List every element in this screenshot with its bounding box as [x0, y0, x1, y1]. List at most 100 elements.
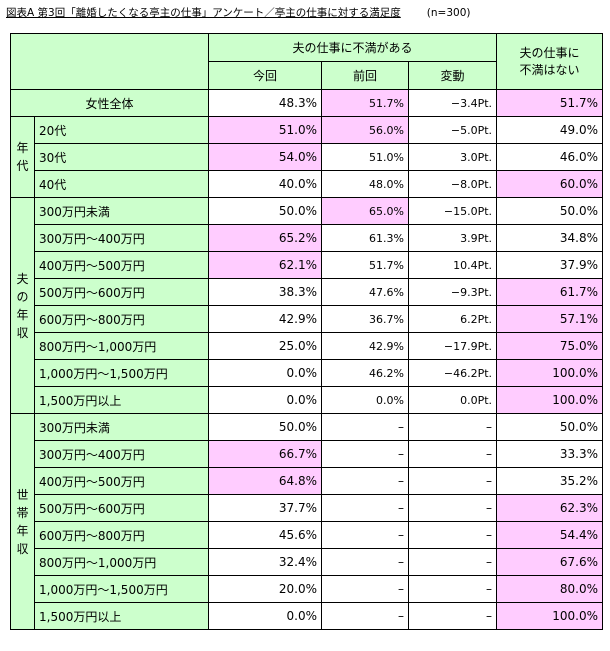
header-prev: 前回	[321, 61, 409, 90]
table-row: 500万円～600万円 38.3% 47.6% −9.3Pt. 61.7%	[11, 278, 604, 306]
sample-size: (n=300)	[426, 7, 471, 19]
table-row: 30代 54.0% 51.0% 3.0Pt. 46.0%	[11, 143, 604, 171]
value-prev: –	[321, 494, 409, 522]
value-prev: 51.0%	[321, 143, 409, 171]
value-change: –	[407, 467, 498, 495]
table-row: 800万円～1,000万円 25.0% 42.9% −17.9Pt. 75.0%	[11, 332, 604, 360]
value-change: 6.2Pt.	[407, 305, 498, 333]
value-prev: 47.6%	[321, 278, 409, 306]
value-change: −17.9Pt.	[407, 332, 498, 360]
value-now: 66.7%	[208, 440, 322, 468]
value-prev: 0.0%	[321, 386, 409, 414]
row-label: 800万円～1,000万円	[34, 332, 209, 360]
value-now: 38.3%	[208, 278, 322, 306]
table-row: 1,000万円～1,500万円 0.0% 46.2% −46.2Pt. 100.…	[11, 359, 604, 387]
value-now: 20.0%	[208, 575, 322, 603]
row-label: 1,000万円～1,500万円	[34, 359, 209, 387]
row-label: 300万円～400万円	[34, 440, 209, 468]
value-change: –	[407, 440, 498, 468]
value-change: 3.9Pt.	[407, 224, 498, 252]
value-change: −8.0Pt.	[407, 170, 498, 198]
table-row: 40代 40.0% 48.0% −8.0Pt. 60.0%	[11, 170, 604, 198]
value-satisfied: 80.0%	[496, 575, 604, 603]
value-now: 48.3%	[208, 89, 322, 117]
figure-caption: 図表A 第3回「離婚したくなる亭主の仕事」アンケート／亭主の仕事に対する満足度 (…	[6, 5, 470, 20]
value-satisfied: 34.8%	[496, 224, 604, 252]
value-change: −3.4Pt.	[407, 89, 498, 117]
value-now: 25.0%	[208, 332, 322, 360]
row-label: 1,500万円以上	[34, 602, 209, 630]
value-satisfied: 50.0%	[496, 197, 604, 225]
row-label: 500万円～600万円	[34, 278, 209, 306]
value-prev: 61.3%	[321, 224, 409, 252]
value-now: 37.7%	[208, 494, 322, 522]
value-satisfied: 60.0%	[496, 170, 604, 198]
value-change: −15.0Pt.	[407, 197, 498, 225]
header-satisfied-line2: 不満はない	[519, 62, 580, 77]
value-change: 10.4Pt.	[407, 251, 498, 279]
table-row: 500万円～600万円 37.7% – – 62.3%	[11, 494, 604, 522]
value-change: −5.0Pt.	[407, 116, 498, 144]
value-satisfied: 100.0%	[496, 602, 604, 630]
table-row: 年代 20代 51.0% 56.0% −5.0Pt. 49.0%	[10, 116, 604, 198]
value-change: –	[407, 602, 498, 630]
value-satisfied: 37.9%	[496, 251, 604, 279]
table-row: 300万円～400万円 66.7% – – 33.3%	[11, 440, 604, 468]
row-label: 600万円～800万円	[34, 305, 209, 333]
table-row: 300万円～400万円 65.2% 61.3% 3.9Pt. 34.8%	[11, 224, 604, 252]
value-satisfied: 57.1%	[496, 305, 604, 333]
group-label-household-income: 世帯年収	[10, 413, 35, 630]
total-row: 女性全体 48.3% 51.7% −3.4Pt. 51.7%	[10, 89, 604, 117]
subheader-row: 今回 前回 変動	[11, 61, 603, 90]
value-prev: –	[321, 575, 409, 603]
value-change: –	[407, 521, 498, 549]
value-satisfied: 35.2%	[496, 467, 604, 495]
value-now: 40.0%	[208, 170, 322, 198]
table-row: 1,500万円以上 0.0% 0.0% 0.0Pt. 100.0%	[11, 386, 604, 414]
value-now: 0.0%	[208, 386, 322, 414]
row-label: 500万円～600万円	[34, 494, 209, 522]
value-change: –	[407, 494, 498, 522]
header-now: 今回	[208, 61, 322, 90]
row-label: 400万円～500万円	[34, 467, 209, 495]
value-now: 42.9%	[208, 305, 322, 333]
value-now: 51.0%	[208, 116, 322, 144]
row-label: 20代	[34, 116, 209, 144]
value-change: −46.2Pt.	[407, 359, 498, 387]
value-change: –	[407, 413, 498, 441]
row-label: 300万円～400万円	[34, 224, 209, 252]
row-label: 40代	[34, 170, 209, 198]
value-now: 0.0%	[208, 602, 322, 630]
value-prev: –	[321, 548, 409, 576]
row-label: 800万円～1,000万円	[34, 548, 209, 576]
value-satisfied: 33.3%	[496, 440, 604, 468]
value-prev: 48.0%	[321, 170, 409, 198]
value-prev: 42.9%	[321, 332, 409, 360]
value-prev: –	[321, 521, 409, 549]
value-now: 50.0%	[208, 413, 322, 441]
value-prev: –	[321, 413, 409, 441]
table-row: 1,000万円～1,500万円 20.0% – – 80.0%	[11, 575, 604, 603]
value-now: 65.2%	[208, 224, 322, 252]
header-satisfied: 夫の仕事に 不満はない	[496, 33, 604, 90]
table-row: 夫の年収 300万円未満 50.0% 65.0% −15.0Pt. 50.0%	[10, 197, 604, 414]
header-change: 変動	[407, 61, 498, 90]
satisfaction-table: 夫の仕事に不満がある 夫の仕事に 不満はない 今回 前回 変動 女性全体 48.…	[10, 33, 604, 630]
value-now: 0.0%	[208, 359, 322, 387]
group-label-age: 年代	[10, 116, 35, 198]
value-change: –	[407, 575, 498, 603]
row-label: 400万円～500万円	[34, 251, 209, 279]
table-row: 400万円～500万円 64.8% – – 35.2%	[11, 467, 604, 495]
group-label-husband-income: 夫の年収	[10, 197, 35, 414]
header-row: 夫の仕事に不満がある 夫の仕事に 不満はない	[10, 33, 604, 90]
value-now: 50.0%	[208, 197, 322, 225]
value-satisfied: 54.4%	[496, 521, 604, 549]
value-satisfied: 46.0%	[496, 143, 604, 171]
row-label: 1,500万円以上	[34, 386, 209, 414]
value-prev: 56.0%	[321, 116, 409, 144]
header-dissatisfied: 夫の仕事に不満がある	[207, 33, 498, 62]
row-label: 300万円未満	[34, 197, 209, 225]
value-now: 54.0%	[208, 143, 322, 171]
value-satisfied: 62.3%	[496, 494, 604, 522]
table-row: 1,500万円以上 0.0% – – 100.0%	[11, 602, 604, 630]
